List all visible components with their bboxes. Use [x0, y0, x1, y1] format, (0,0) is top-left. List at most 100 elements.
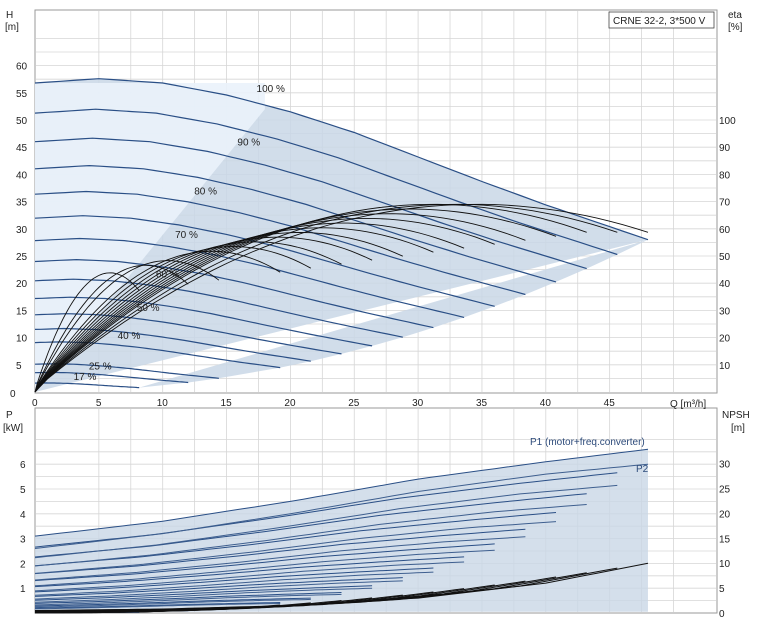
x-tick-label: 25 — [348, 398, 360, 409]
p-axis-label: P — [6, 410, 13, 421]
h-tick-label: 30 — [16, 225, 28, 236]
eta-curve — [34, 241, 342, 393]
head-curves — [34, 78, 649, 389]
eta-tick-label: 70 — [719, 198, 731, 209]
npsh-tick-label: 30 — [719, 460, 731, 471]
power-curve — [34, 567, 434, 593]
eta-curve — [34, 250, 281, 393]
head-curve — [34, 382, 140, 389]
power-curve — [34, 463, 649, 549]
speed-label: 40 % — [118, 331, 141, 342]
x-tick-label: 10 — [157, 398, 169, 409]
eta-curve — [34, 246, 312, 393]
speed-label: 90 % — [237, 138, 260, 149]
eta-tick-label: 90 — [719, 143, 731, 154]
power-curve — [34, 602, 281, 609]
head-curve — [34, 215, 495, 307]
eta-axis-label: eta — [728, 10, 742, 21]
power-range-shade — [35, 449, 648, 612]
eta-curve — [34, 203, 649, 393]
power-curve — [34, 484, 618, 559]
head-curve — [34, 78, 649, 241]
h-tick-label: 25 — [16, 252, 28, 263]
eta-tick-label: 30 — [719, 306, 731, 317]
eta-curve — [34, 272, 140, 393]
power-curve — [34, 549, 495, 587]
power-curve — [34, 561, 465, 592]
eta-curve — [34, 203, 618, 393]
tick-labels: 0 5 10 15 20 25 30 35 40 455101520253035404550556… — [16, 62, 736, 620]
p-tick-label: 2 — [20, 559, 26, 570]
head-curve — [34, 190, 526, 296]
h-axis-label: H — [6, 10, 13, 21]
head-curve — [34, 237, 465, 318]
power-curve — [34, 603, 281, 610]
q-axis-label: Q [m³/h] — [670, 399, 706, 410]
h-tick-label: 60 — [16, 62, 28, 73]
head-curve — [34, 278, 403, 338]
h-axis-unit: [m] — [5, 22, 19, 33]
head-curve — [34, 371, 189, 384]
npsh-tick-label: 20 — [719, 509, 731, 520]
power-curve — [34, 528, 526, 575]
power-curve — [34, 571, 434, 596]
speed-labels: 100 % 90 % 80 % 70 % 60 % 50 % 40 % 25 %17 % — [74, 84, 285, 383]
eta-tick-label: 20 — [719, 334, 731, 345]
eta-curve — [34, 264, 189, 393]
power-curve — [34, 448, 649, 537]
h-tick-label: 15 — [16, 306, 28, 317]
h-tick-label: 5 — [16, 361, 22, 372]
x-tick-label: 45 — [604, 398, 616, 409]
speed-label: 25 % — [89, 361, 112, 372]
x-tick-label: 35 — [476, 398, 488, 409]
head-curve — [34, 164, 557, 283]
h-tick-label: 40 — [16, 170, 28, 181]
eta-tick-label: 60 — [719, 225, 731, 236]
x-tick-label: 0 — [32, 398, 38, 409]
zero-label: 0 — [10, 389, 16, 400]
eta-tick-label: 50 — [719, 252, 731, 263]
p2-series-label: P2 — [636, 464, 649, 475]
eta-tick-label: 80 — [719, 170, 731, 181]
x-tick-label: 5 — [96, 398, 102, 409]
chart-title-box — [608, 11, 715, 29]
power-curve — [34, 512, 557, 567]
speed-label: 17 % — [74, 372, 97, 383]
head-curve — [34, 108, 618, 256]
npsh-tick-label: 5 — [719, 584, 725, 595]
head-curve — [34, 327, 311, 362]
npsh-curve — [35, 611, 140, 614]
p-tick-label: 4 — [20, 510, 26, 521]
speed-label: 60 % — [156, 269, 179, 280]
power-curve — [34, 577, 403, 597]
power-curve — [34, 536, 526, 581]
npsh-tick-label: 15 — [719, 534, 731, 545]
eta-curve — [34, 260, 220, 393]
h-tick-label: 55 — [16, 89, 28, 100]
speed-label: 100 % — [257, 84, 285, 95]
h-tick-label: 50 — [16, 116, 28, 127]
power-curve — [34, 585, 373, 601]
chart-title: CRNE 32-2, 3*500 V — [613, 16, 706, 27]
h-tick-label: 45 — [16, 143, 28, 154]
power-curve — [34, 598, 311, 608]
npsh-tick-label: 25 — [719, 485, 731, 496]
p-axis-unit: [kW] — [3, 423, 23, 434]
power-area — [35, 449, 648, 612]
power-curve — [34, 543, 495, 582]
speed-label: 50 % — [137, 303, 160, 314]
p-tick-label: 3 — [20, 535, 26, 546]
npsh-axis-label: NPSH — [722, 410, 750, 421]
power-curve — [34, 580, 403, 600]
speed-label: 70 % — [175, 230, 198, 241]
head-curve — [34, 137, 587, 270]
npsh-axis-unit: [m] — [731, 423, 745, 434]
x-tick-label: 30 — [412, 398, 424, 409]
h-tick-label: 35 — [16, 198, 28, 209]
eta-axis-unit: [%] — [728, 22, 743, 33]
h-tick-label: 20 — [16, 279, 28, 290]
eta-curve — [34, 222, 465, 393]
p1-series-label: P1 (motor+freq.converter) — [530, 437, 645, 448]
eta-tick-label: 40 — [719, 279, 731, 290]
